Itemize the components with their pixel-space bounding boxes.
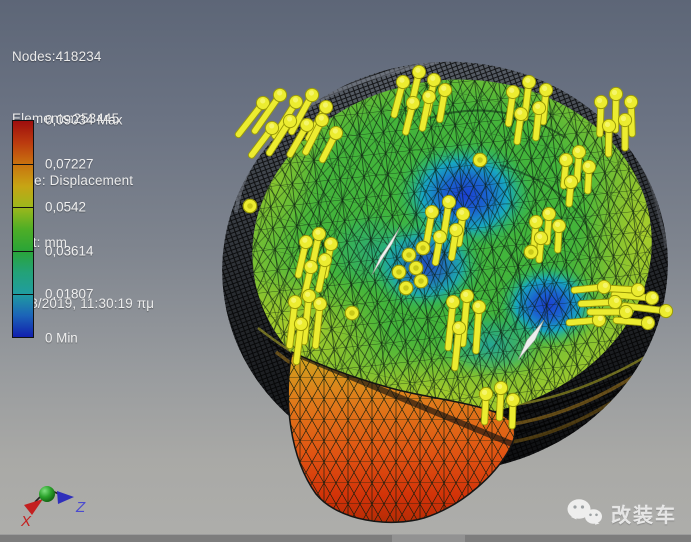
legend-label: 0,03614	[45, 243, 94, 259]
force-pin	[251, 87, 288, 135]
legend-tick	[13, 293, 33, 295]
force-pin	[504, 84, 521, 128]
force-pin	[451, 320, 467, 372]
force-pin	[436, 82, 453, 124]
piston-model[interactable]	[202, 40, 691, 540]
force-pin	[528, 214, 544, 252]
force-pin	[459, 288, 475, 348]
force-pin	[402, 95, 421, 136]
force-pin	[493, 380, 509, 422]
z-axis-cone	[57, 491, 74, 504]
force-pin	[601, 118, 617, 158]
bottom-scrollbar[interactable]	[0, 534, 691, 542]
force-pin-head	[415, 240, 431, 256]
legend-tick	[13, 164, 33, 166]
legend-tick	[13, 250, 33, 252]
force-pin	[586, 304, 634, 320]
force-pin	[418, 89, 437, 132]
force-pin	[577, 294, 623, 310]
force-pin-head	[472, 152, 488, 168]
x-axis-cone	[24, 499, 43, 515]
legend-tick	[13, 207, 33, 209]
legend-label: 0,09034 Max	[45, 112, 123, 128]
wechat-icon	[567, 499, 602, 525]
force-pin	[593, 94, 609, 138]
legend-label: 0,07227	[45, 156, 94, 172]
result-info-block: Nodes:418234 Elements:253445 Type: Displ…	[12, 6, 154, 356]
contour-legend[interactable]: 0,09034 Max 0,07227 0,0542 0,03614 0,01807 0 …	[8, 112, 158, 352]
force-pin	[617, 112, 633, 152]
z-axis-label: Z	[75, 499, 86, 516]
force-pin-head	[391, 264, 407, 280]
force-pin	[531, 100, 547, 142]
elements-count: Elements:253445	[12, 110, 120, 126]
force-pin	[541, 206, 557, 246]
force-pin	[581, 159, 597, 195]
force-pin	[447, 222, 464, 262]
force-pin	[563, 174, 579, 208]
force-pin	[234, 95, 271, 139]
force-pin-head	[401, 247, 417, 263]
force-pin	[315, 252, 333, 293]
probe-slivers	[371, 226, 545, 361]
legend-label: 0 Min	[45, 330, 78, 346]
force-pin	[286, 117, 315, 158]
force-pin	[302, 112, 330, 156]
force-pin	[431, 229, 448, 267]
force-pin	[318, 125, 344, 164]
x-axis-label: X	[20, 513, 32, 530]
force-pin	[570, 279, 612, 295]
scrollbar-thumb[interactable]	[392, 535, 465, 542]
force-pin	[311, 296, 328, 350]
force-pin	[558, 152, 574, 190]
force-pin	[620, 302, 674, 319]
force-pin	[533, 230, 549, 264]
watermark: 改装车	[566, 498, 677, 528]
force-pin-head	[523, 244, 539, 260]
watermark-text: 改装车	[611, 502, 677, 527]
force-pin	[604, 282, 646, 298]
force-pin-head	[344, 305, 360, 321]
force-pin	[247, 120, 280, 159]
force-pin	[571, 144, 587, 184]
legend-label: 0,01807	[45, 286, 94, 302]
force-pin	[551, 218, 567, 254]
force-pin	[478, 386, 494, 426]
force-pin	[612, 315, 656, 331]
force-pins-layer	[234, 64, 674, 430]
force-pin	[285, 294, 303, 350]
force-pin	[292, 316, 309, 366]
force-pin	[423, 204, 440, 246]
legend-color-bar	[12, 120, 34, 338]
force-pin	[444, 294, 461, 352]
force-pin	[390, 74, 411, 119]
force-pin	[265, 113, 298, 157]
legend-label: 0,0542	[45, 199, 86, 215]
force-pin	[294, 234, 314, 279]
force-pin	[565, 312, 607, 328]
force-pin-head	[242, 198, 258, 214]
force-pin	[505, 392, 521, 430]
force-pin-head	[398, 280, 414, 296]
force-pin-head	[408, 260, 424, 276]
force-pin	[513, 106, 529, 146]
nodes-count: Nodes:418234	[12, 49, 102, 65]
y-axis-sphere	[39, 486, 55, 502]
force-pin-head	[413, 273, 429, 289]
force-pin	[440, 194, 457, 240]
coordinate-triad[interactable]: X Z	[20, 486, 86, 530]
force-pin	[471, 299, 487, 355]
